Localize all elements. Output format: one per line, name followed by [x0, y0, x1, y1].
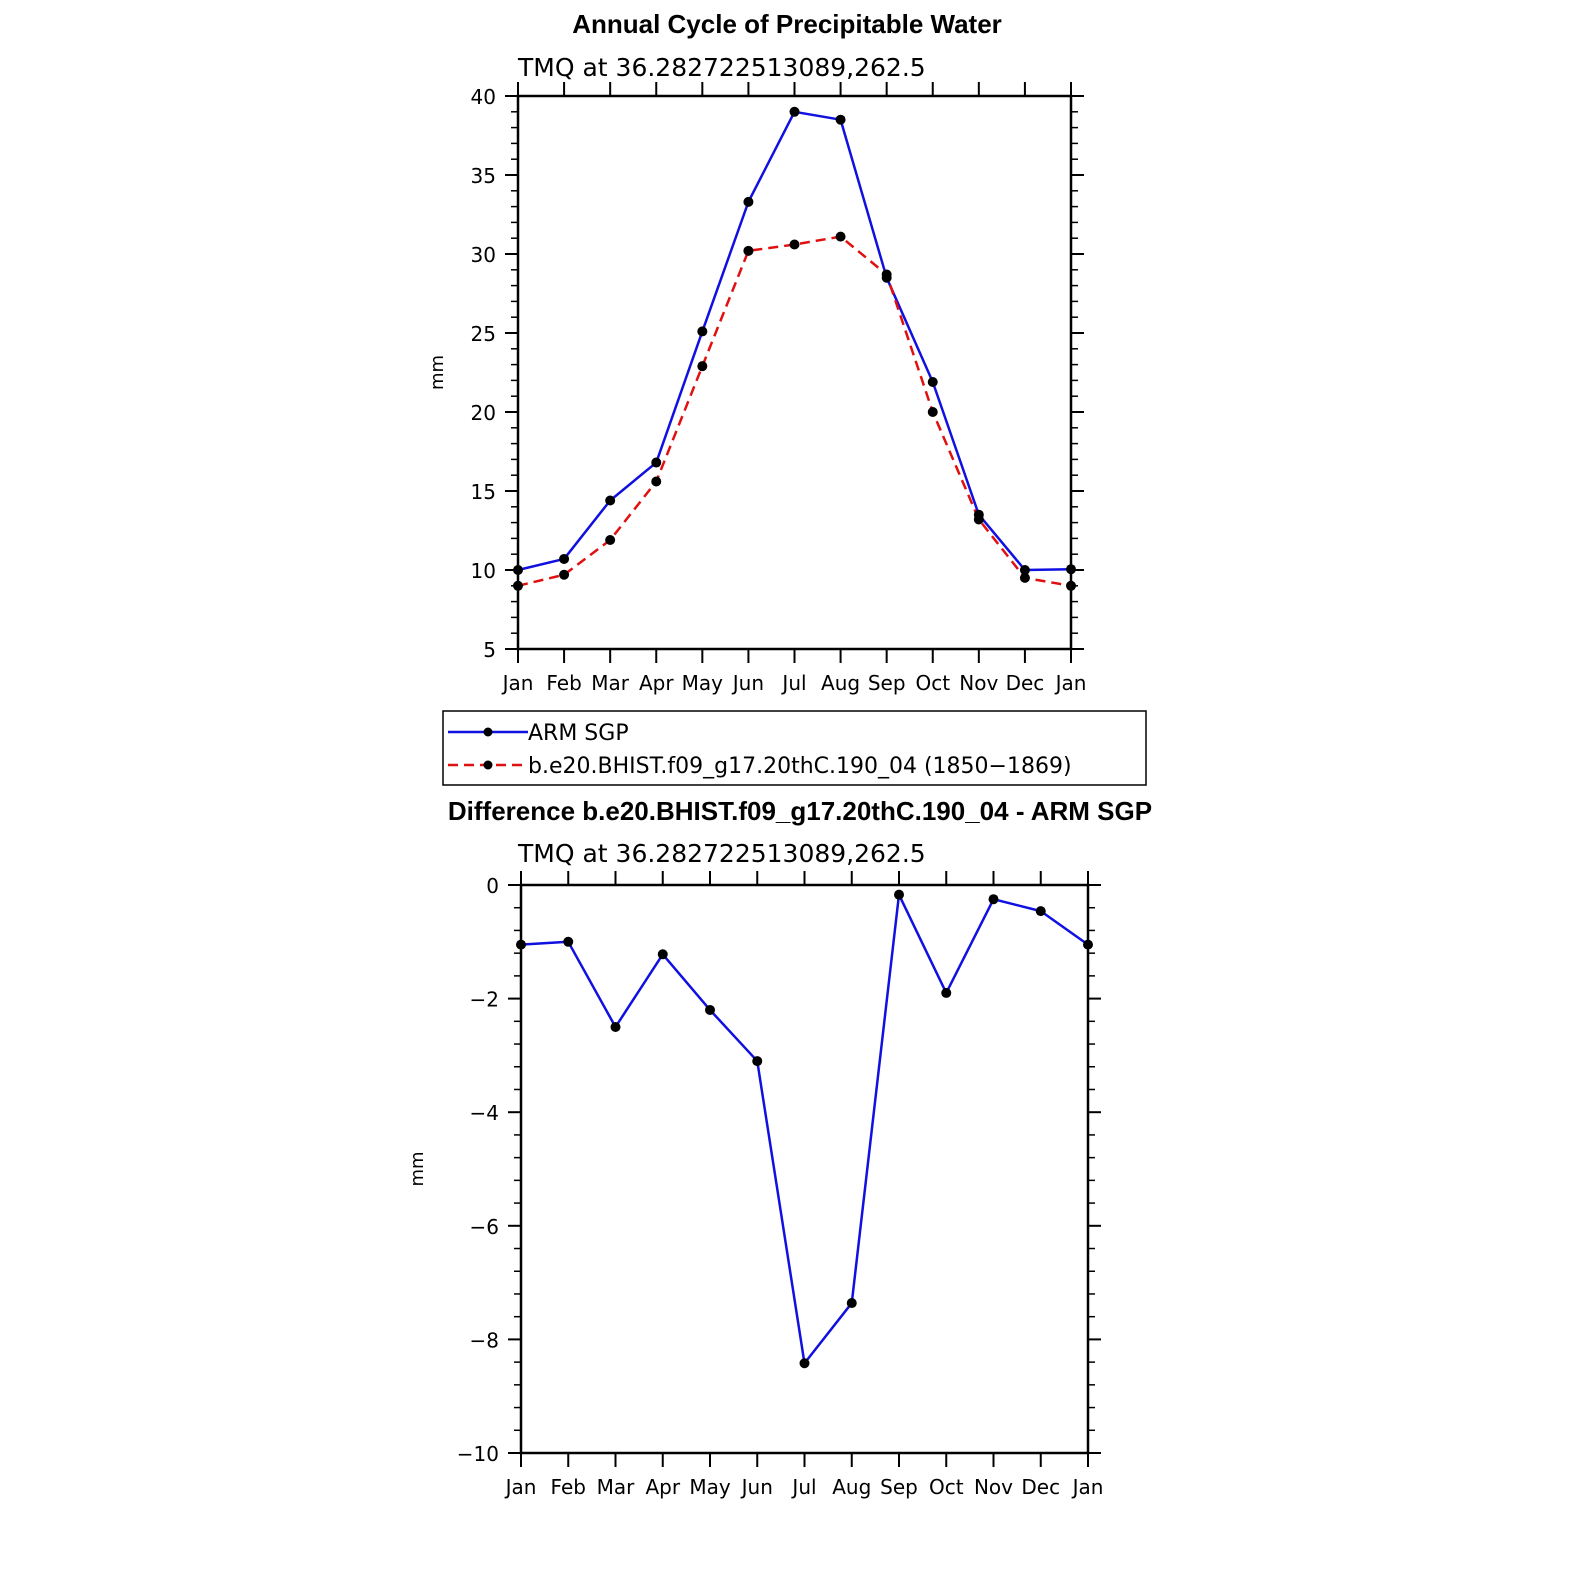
legend: ARM SGP b.e20.BHIST.f09_g17.20thC.190_04…	[442, 710, 1147, 786]
legend-label-model: b.e20.BHIST.f09_g17.20thC.190_04 (1850−1…	[528, 754, 1072, 779]
chart1-xtick-label-sep: Sep	[868, 671, 906, 695]
chart1-series-1-point-0	[513, 580, 523, 591]
chart1-xtick-label-apr: Apr	[639, 671, 674, 695]
chart1-series-0-point-12	[1066, 564, 1076, 575]
chart2-series-0-point-6	[799, 1358, 810, 1369]
chart2-xtick-label-jul: Jul	[790, 1475, 816, 1499]
chart1-series-0-point-9	[927, 376, 938, 387]
chart2-series-0-point-12	[1083, 939, 1093, 950]
chart1-series-1-point-1	[559, 569, 570, 580]
chart2-plot: −10 −8 −6 −4 −2 0 Jan Feb Mar Apr May Jun Jul Aug Sep O…	[407, 871, 1103, 1499]
chart1-series-1-point-8	[881, 269, 892, 280]
chart2-series-line-0	[520, 893, 1089, 1365]
chart1-ytick-label: 5	[483, 638, 496, 662]
chart2-series-0-point-2	[610, 1022, 621, 1032]
legend-marker-model	[483, 760, 493, 770]
chart2-series-0-point-5	[752, 1056, 763, 1067]
chart1-series-0-point-1	[559, 553, 570, 564]
chart1-series-0-point-3	[651, 457, 662, 468]
chart1-series-1-point-11	[1019, 572, 1030, 583]
chart1-series-1-point-12	[1066, 580, 1076, 591]
chart1-xtick-label-feb: Feb	[546, 671, 581, 695]
chart2-series-0-point-0	[516, 939, 526, 950]
chart1-ytick-label: 40	[471, 85, 496, 109]
chart1-xtick-label-mar: Mar	[591, 671, 630, 695]
chart2-series-0-point-4	[705, 1004, 715, 1015]
chart1-series-1-point-5	[743, 245, 754, 256]
chart1-series-1-point-6	[789, 239, 800, 250]
chart2-series-0-point-1	[563, 936, 574, 947]
chart1-xtick-label-nov: Nov	[959, 671, 998, 695]
chart1-ytick-label: 20	[471, 401, 496, 425]
chart2-xtick-label-jan: Jan	[1071, 1475, 1104, 1499]
chart1-series-0-point-2	[605, 495, 616, 506]
chart2-ytick-label: −6	[470, 1215, 499, 1239]
chart2-series-0-point-8	[894, 889, 904, 900]
chart2-ytick-label: −4	[470, 1101, 499, 1125]
chart1-frame	[516, 94, 1073, 651]
chart2-xtick-label-aug: Aug	[832, 1475, 871, 1499]
chart1-xtick-label-jul: Jul	[780, 671, 806, 695]
chart1-series-0-point-0	[513, 565, 523, 575]
chart1-ytick-label: 10	[471, 559, 496, 583]
legend-label-arm-sgp: ARM SGP	[528, 721, 629, 746]
chart1-xtick-label-aug: Aug	[821, 671, 860, 695]
chart1-series-line-1	[517, 235, 1072, 588]
chart2-series-0-point-7	[846, 1298, 857, 1309]
chart1-xtick-label-dec: Dec	[1006, 671, 1045, 695]
chart1-series-1-point-10	[973, 514, 984, 525]
chart1-xtick-label-may: May	[682, 671, 724, 695]
chart2-xtick-label-mar: Mar	[597, 1475, 636, 1499]
chart1-series-0-point-7	[835, 114, 846, 125]
chart1-series-0-point-4	[697, 326, 708, 337]
chart1-series-0-point-5	[743, 196, 754, 207]
chart2-title: Difference b.e20.BHIST.f09_g17.20thC.190…	[448, 796, 1152, 826]
chart1-ylabel: mm	[427, 355, 448, 390]
chart2-ytick-label: −8	[470, 1328, 499, 1352]
chart2-xtick-label-nov: Nov	[974, 1475, 1013, 1499]
chart2-series-0-point-9	[941, 987, 952, 998]
chart2-ytick-label: −2	[470, 988, 499, 1012]
chart2-subtitle: TMQ at 36.282722513089,262.5	[517, 839, 926, 868]
chart1-title: Annual Cycle of Precipitable Water	[572, 9, 1002, 39]
chart1-xtick-label-jan: Jan	[501, 671, 534, 695]
chart1-plot: 5 10 15 20 25 30 35 40 Jan Feb Mar Apr May Jun Jul Aug S…	[427, 82, 1086, 695]
chart2-xtick-label-jun: Jun	[740, 1475, 773, 1499]
chart2-xtick-label-may: May	[689, 1475, 731, 1499]
chart2-series-0-point-10	[988, 894, 999, 905]
chart1-ytick-label: 30	[471, 243, 496, 267]
chart1-xtick-label-jun: Jun	[731, 671, 764, 695]
chart2-series-0-point-3	[657, 949, 668, 960]
chart1-ytick-label: 35	[471, 164, 496, 188]
chart1-xtick-label-oct: Oct	[915, 671, 950, 695]
chart1-series-1-point-2	[605, 534, 616, 545]
chart1-series-1-point-3	[651, 476, 662, 487]
chart1-series-0-point-11	[1019, 565, 1030, 575]
chart2-series-0-point-11	[1035, 906, 1046, 917]
chart1-ytick-label: 25	[471, 322, 496, 346]
chart1-series-line-0	[517, 110, 1072, 572]
chart2-xtick-label-jan: Jan	[504, 1475, 537, 1499]
legend-marker-arm-sgp	[483, 727, 493, 737]
chart2-xtick-label-feb: Feb	[551, 1475, 586, 1499]
chart2-ytick-label: 0	[486, 874, 499, 898]
chart1-xtick-label-jan: Jan	[1054, 671, 1087, 695]
chart1-series-1-point-7	[835, 231, 846, 242]
chart2-xtick-label-oct: Oct	[929, 1475, 964, 1499]
chart2-xtick-label-sep: Sep	[880, 1475, 918, 1499]
chart2-xtick-label-apr: Apr	[645, 1475, 680, 1499]
chart1-ytick-label: 15	[471, 480, 496, 504]
chart1-series-1-point-9	[927, 407, 938, 417]
chart1-series-1-point-4	[697, 361, 708, 372]
chart2-ylabel: mm	[407, 1151, 428, 1186]
chart1-subtitle: TMQ at 36.282722513089,262.5	[517, 53, 926, 82]
chart2-ytick-label: −10	[457, 1442, 499, 1466]
chart1-series-0-point-6	[789, 106, 800, 117]
legend-box	[442, 710, 1147, 786]
chart2-xtick-label-dec: Dec	[1021, 1475, 1060, 1499]
